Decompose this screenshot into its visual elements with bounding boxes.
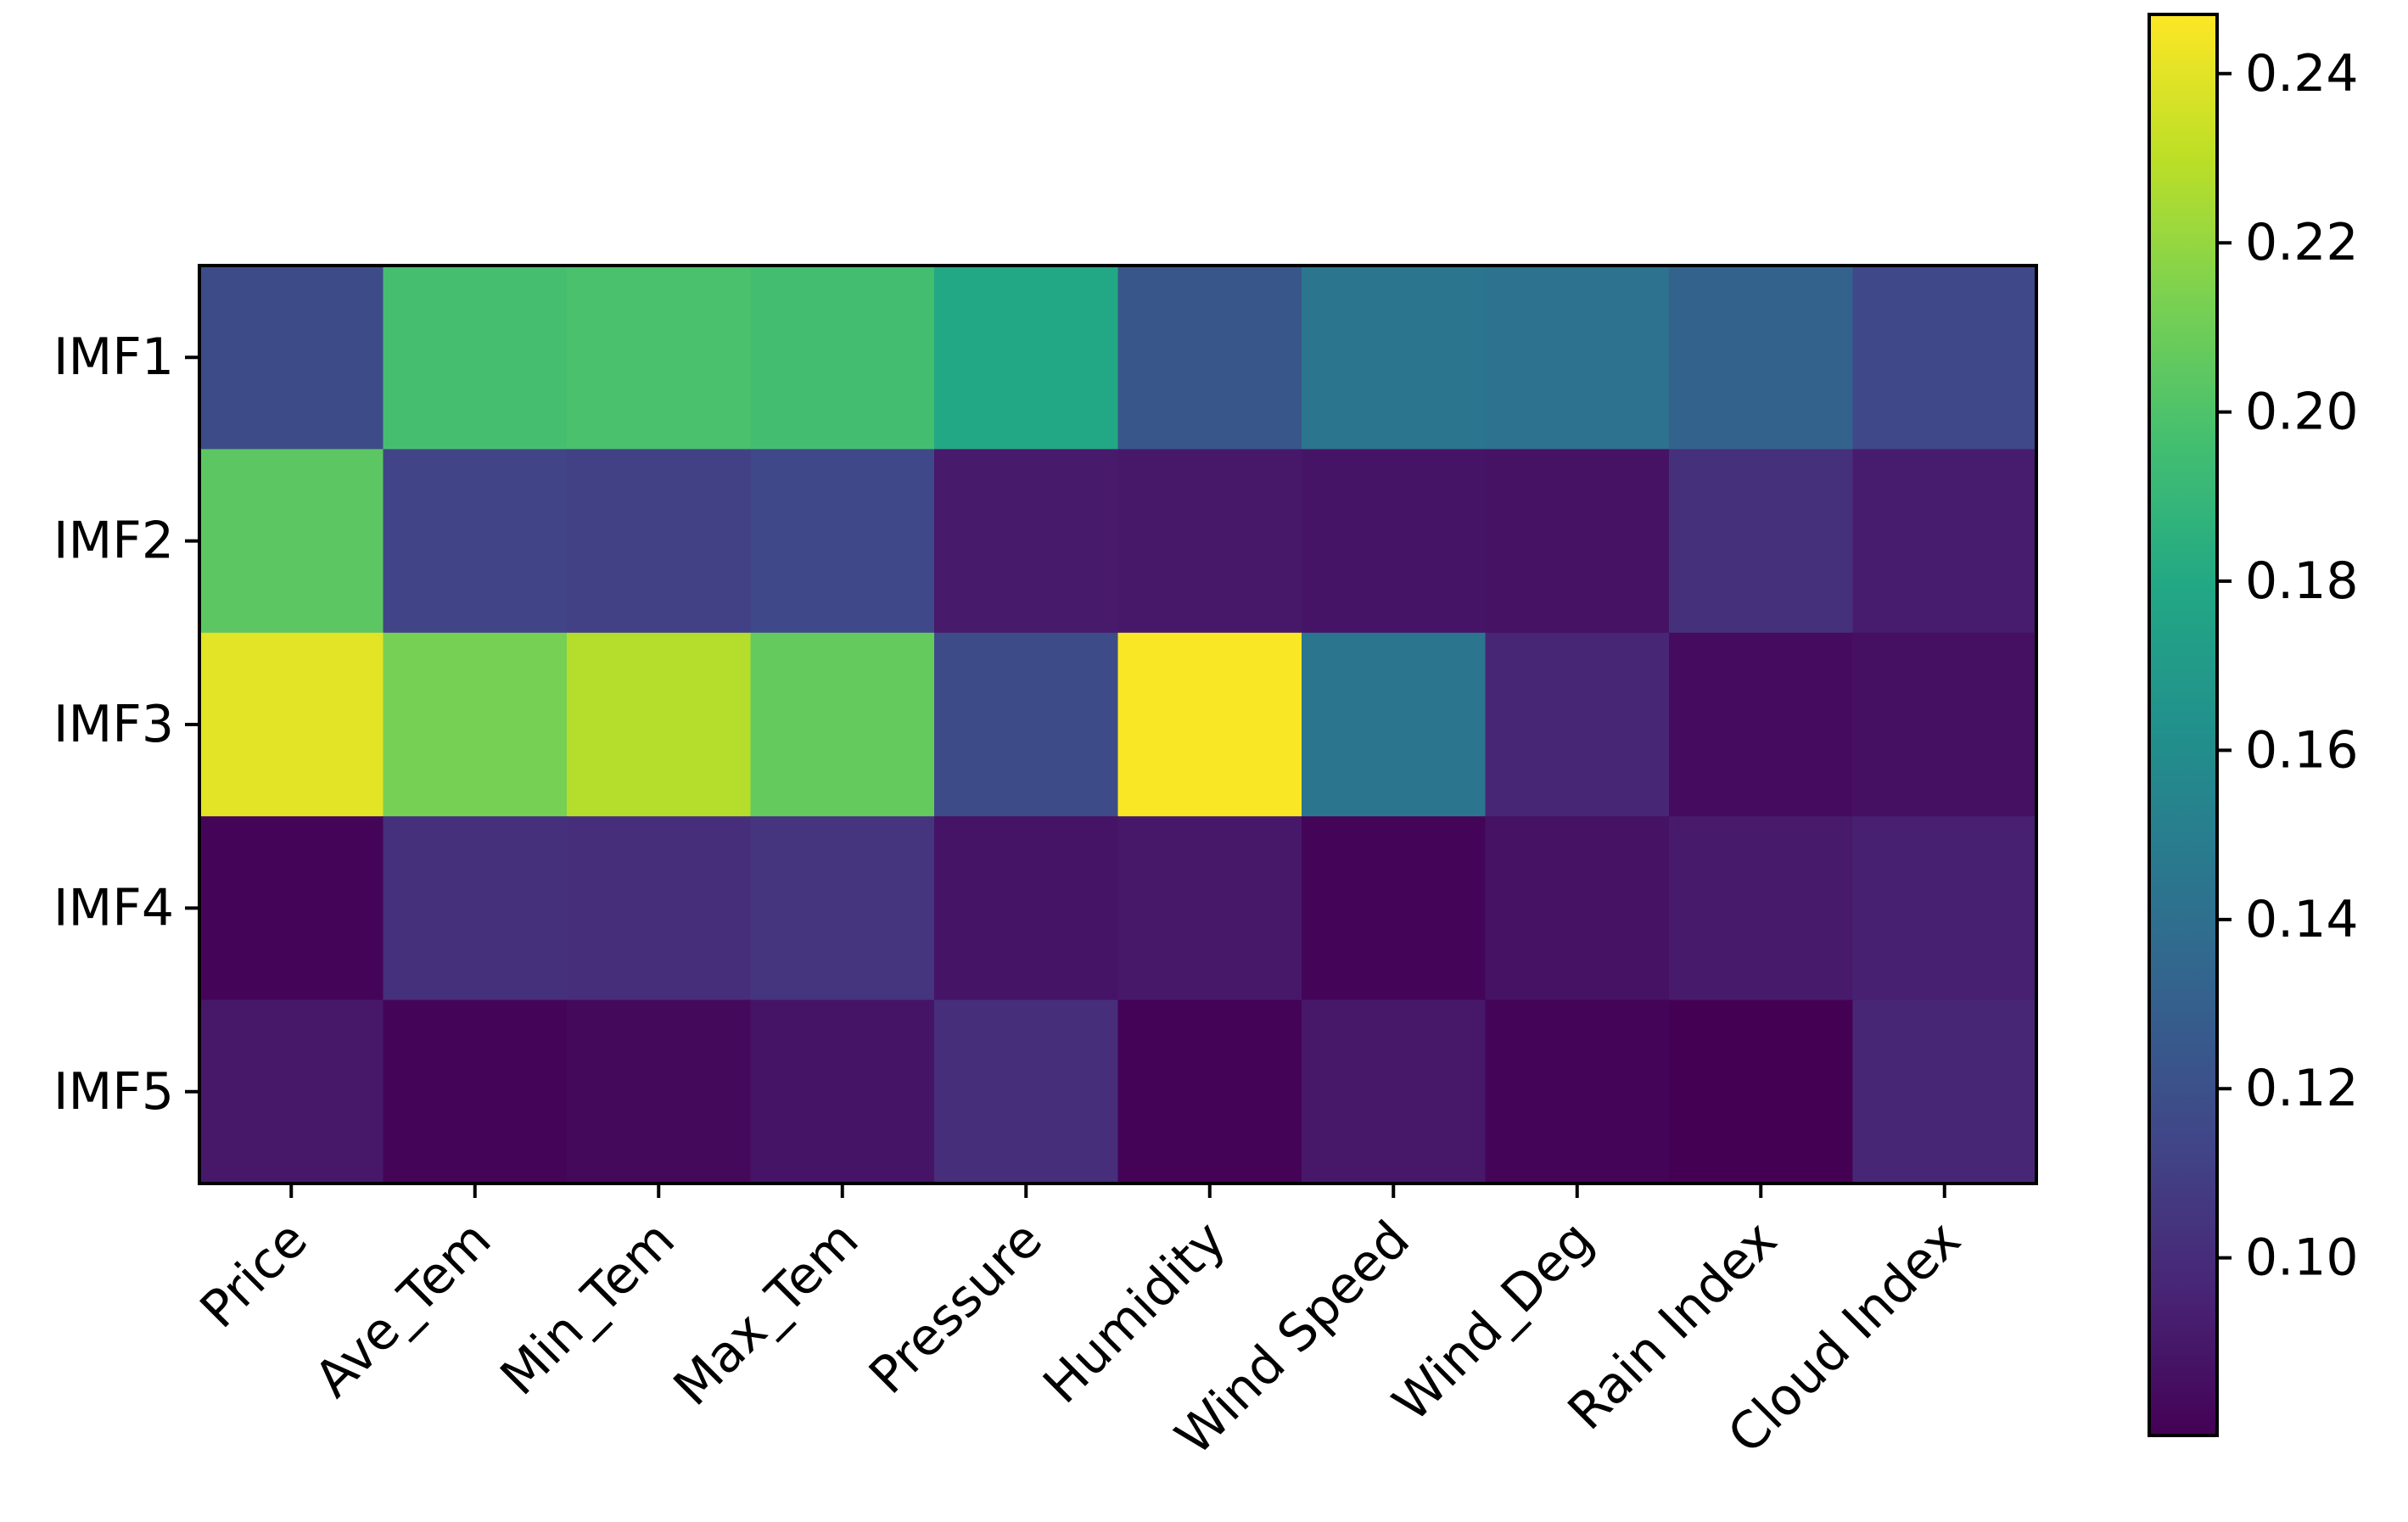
x-axis: PriceAve_TemMin_TemMax_TemPressureHumidi… [189, 1183, 1972, 1467]
y-tick-label: IMF3 [53, 695, 174, 754]
heatmap-cell [750, 449, 935, 634]
colorbar-tick-label: 0.14 [2245, 890, 2359, 949]
heatmap-cell [383, 449, 568, 634]
heatmap-cell [1117, 999, 1302, 1184]
heatmap-cell [1302, 999, 1487, 1184]
heatmap-cell [1485, 266, 1670, 450]
x-tick-label: Min_Tem [490, 1210, 686, 1407]
heatmap-cell [383, 816, 568, 1001]
colorbar-tick-label: 0.20 [2245, 383, 2359, 442]
heatmap-cell [567, 816, 752, 1001]
heatmap-cell [1485, 999, 1670, 1184]
heatmap-cell [199, 816, 384, 1001]
heatmap-cell [1485, 816, 1670, 1001]
x-tick-label: Price [189, 1210, 319, 1340]
x-tick-label: Max_Tem [663, 1210, 871, 1418]
heatmap-cell [1117, 449, 1302, 634]
heatmap-cell [750, 266, 935, 450]
heatmap-cell [1852, 632, 2037, 817]
colorbar [2148, 13, 2219, 1437]
heatmap-cell [1669, 816, 1854, 1001]
heatmap-cells [199, 266, 2037, 1184]
heatmap-cell [1852, 999, 2037, 1184]
colorbar-tick-label: 0.22 [2245, 213, 2359, 272]
heatmap-cell [1669, 999, 1854, 1184]
y-tick-label: IMF5 [53, 1062, 174, 1122]
heatmap-cell [750, 999, 935, 1184]
heatmap-cell [1852, 449, 2037, 634]
heatmap-cell [1117, 816, 1302, 1001]
heatmap-cell [199, 266, 384, 450]
heatmap-cell [750, 632, 935, 817]
heatmap-cell [199, 632, 384, 817]
heatmap-cell [1302, 632, 1487, 817]
heatmap-cell [1117, 266, 1302, 450]
heatmap-cell [1302, 266, 1487, 450]
heatmap-cell [383, 999, 568, 1184]
x-tick-label: Pressure [858, 1210, 1054, 1406]
heatmap-cell [1485, 449, 1670, 634]
heatmap-cell [1669, 632, 1854, 817]
heatmap-cell [1117, 632, 1302, 817]
heatmap-cell [567, 449, 752, 634]
heatmap-cell [567, 266, 752, 450]
heatmap-cell [1852, 266, 2037, 450]
heatmap-cell [1669, 266, 1854, 450]
heatmap-cell [934, 999, 1119, 1184]
colorbar-tick-label: 0.10 [2245, 1228, 2359, 1288]
heatmap-cell [383, 266, 568, 450]
heatmap-cell [1852, 816, 2037, 1001]
heatmap-cell [934, 632, 1119, 817]
y-axis: IMF1 IMF2 IMF3 IMF4 IMF5 [53, 327, 199, 1122]
heatmap-cell [934, 266, 1119, 450]
heatmap-cell [383, 632, 568, 817]
heatmap-cell [567, 632, 752, 817]
x-tick-label: Ave_Tem [304, 1210, 503, 1409]
heatmap-cell [199, 999, 384, 1184]
y-tick-label: IMF1 [53, 327, 174, 387]
heatmap-cell [934, 449, 1119, 634]
colorbar-tick-label: 0.16 [2245, 720, 2359, 780]
heatmap-cell [199, 449, 384, 634]
colorbar-tick-label: 0.12 [2245, 1059, 2359, 1118]
colorbar-axis: 0.10 0.12 0.14 0.16 0.18 0.20 0.22 0.24 [2217, 44, 2359, 1288]
colorbar-tick-label: 0.18 [2245, 551, 2359, 611]
colorbar-tick-label: 0.24 [2245, 44, 2359, 104]
heatmap-cell [567, 999, 752, 1184]
y-tick-label: IMF2 [53, 512, 174, 571]
heatmap-cell [750, 816, 935, 1001]
heatmap-cell [1302, 449, 1487, 634]
heatmap-cell [1669, 449, 1854, 634]
heatmap-cell [1302, 816, 1487, 1001]
y-tick-label: IMF4 [53, 878, 174, 937]
heatmap-cell [934, 816, 1119, 1001]
heatmap-cell [1485, 632, 1670, 817]
